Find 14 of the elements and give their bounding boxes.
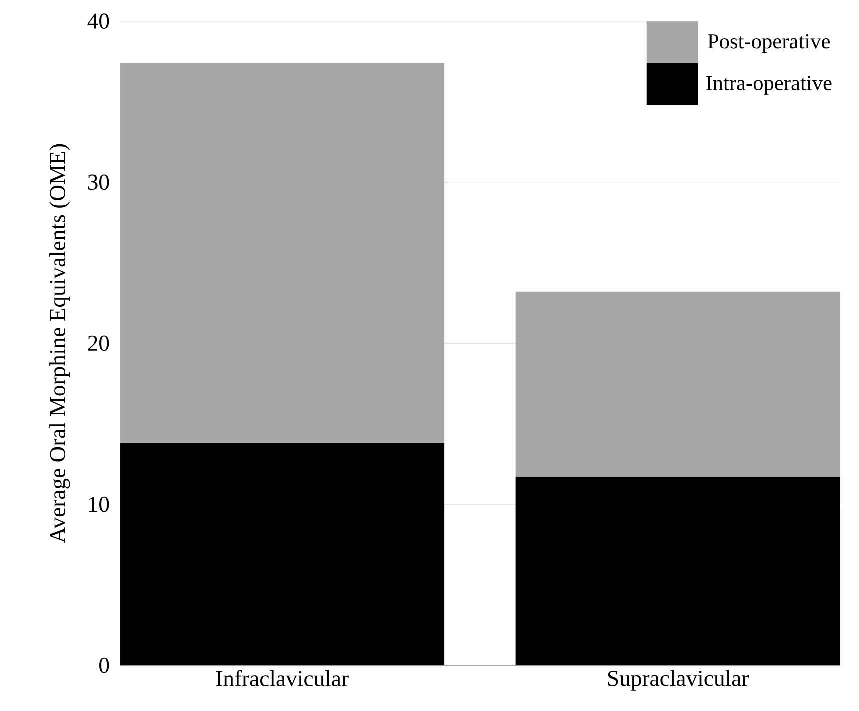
x-tick-label: Infraclavicular xyxy=(216,670,349,687)
y-tick-label: 30 xyxy=(88,174,110,190)
bar xyxy=(120,63,445,444)
bar xyxy=(120,443,445,666)
legend-label: Intra-operative xyxy=(706,76,832,95)
legend-label: Post-operative xyxy=(708,34,830,54)
y-tick-label: 0 xyxy=(100,658,110,674)
y-axis-title: Average Oral Morphine Equivalents (OME) xyxy=(50,144,70,544)
x-tick-label: Supraclavicular xyxy=(608,670,750,691)
y-tick-label: 10 xyxy=(89,496,110,512)
y-tick-label: 20 xyxy=(88,336,110,352)
y-tick-label: 40 xyxy=(88,14,110,30)
bar xyxy=(516,477,840,666)
bar xyxy=(516,292,840,478)
